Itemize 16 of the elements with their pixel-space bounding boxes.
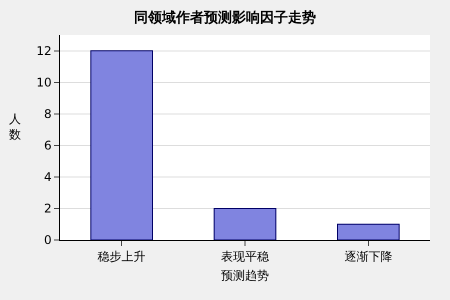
y-tick-label: 12 xyxy=(36,44,52,58)
x-tick-label: 稳步上升 xyxy=(98,249,146,264)
x-axis-title: 预测趋势 xyxy=(221,268,269,282)
chart-title: 同领域作者预测影响因子走势 xyxy=(134,10,316,26)
y-tick-label: 10 xyxy=(36,76,52,90)
y-axis-title: 人数 xyxy=(9,112,21,142)
y-tick-label: 8 xyxy=(44,107,52,122)
bar xyxy=(337,224,400,240)
x-tick-label: 逐渐下降 xyxy=(344,249,392,264)
y-tick-label: 0 xyxy=(44,233,52,248)
y-tick-label: 4 xyxy=(44,170,52,184)
y-tick-label: 6 xyxy=(44,138,52,153)
bar xyxy=(90,50,153,240)
bar xyxy=(214,208,276,240)
x-tick-label: 表现平稳 xyxy=(221,249,269,264)
y-tick-label: 2 xyxy=(44,202,52,216)
